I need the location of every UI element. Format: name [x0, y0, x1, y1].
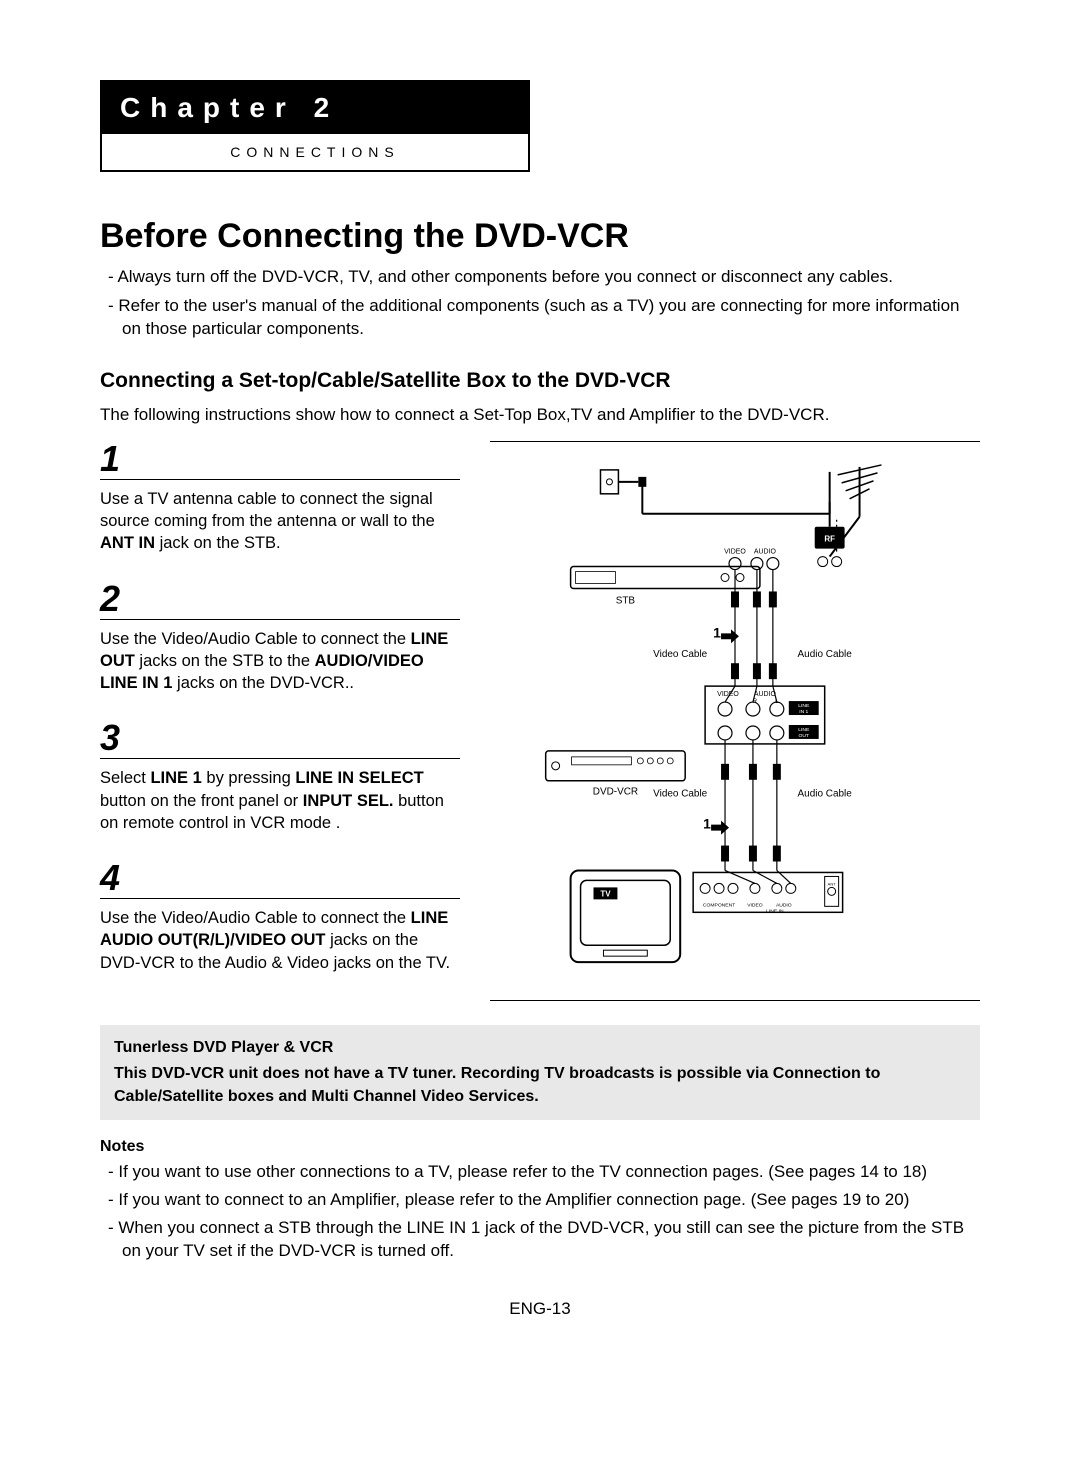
- notes-list: If you want to use other connections to …: [100, 1160, 980, 1263]
- label-dvdvcr: DVD-VCR: [593, 787, 638, 798]
- cable-group-2: [721, 740, 781, 871]
- step: 2 Use the Video/Audio Cable to connect t…: [100, 581, 460, 695]
- svg-text:1: 1: [713, 624, 721, 640]
- section-leadin: The following instructions show how to c…: [100, 405, 980, 425]
- step-text: Select LINE 1 by pressing LINE IN SELECT…: [100, 767, 460, 834]
- step-number: 2: [100, 581, 460, 617]
- cable-group-1: [731, 569, 777, 686]
- step-rule: [100, 758, 460, 759]
- svg-text:IN 1: IN 1: [799, 709, 808, 715]
- label-video: VIDEO: [724, 548, 746, 555]
- label-audio2: AUDIO: [754, 691, 777, 698]
- step-number: 3: [100, 720, 460, 756]
- step-text: Use the Video/Audio Cable to connect the…: [100, 628, 460, 695]
- label-tv: TV: [600, 889, 611, 898]
- label-stb: STB: [616, 595, 636, 606]
- step-rule: [100, 479, 460, 480]
- tuner-note-body: This DVD-VCR unit does not have a TV tun…: [114, 1063, 966, 1108]
- notes-item: If you want to connect to an Amplifier, …: [100, 1188, 980, 1212]
- label-audio-cable: Audio Cable: [798, 649, 853, 660]
- step: 1 Use a TV antenna cable to connect the …: [100, 441, 460, 555]
- label-component: COMPONENT: [703, 902, 735, 908]
- label-video-cable: Video Cable: [653, 649, 708, 660]
- chapter-subtitle: CONNECTIONS: [102, 134, 528, 170]
- step: 3 Select LINE 1 by pressing LINE IN SELE…: [100, 720, 460, 834]
- step-number: 4: [100, 860, 460, 896]
- intro-item: Refer to the user's manual of the additi…: [100, 295, 980, 341]
- chapter-title: Chapter 2: [102, 82, 528, 134]
- notes-item: When you connect a STB through the LINE …: [100, 1216, 980, 1264]
- step-rule: [100, 619, 460, 620]
- connection-diagram: RF: [490, 441, 980, 1001]
- label-line-in: LINE IN: [766, 908, 784, 914]
- notes-heading: Notes: [100, 1138, 980, 1156]
- page-title: Before Connecting the DVD-VCR: [100, 217, 980, 256]
- section-subheading: Connecting a Set-top/Cable/Satellite Box…: [100, 369, 980, 393]
- tuner-note-box: Tunerless DVD Player & VCR This DVD-VCR …: [100, 1025, 980, 1120]
- intro-item: Always turn off the DVD-VCR, TV, and oth…: [100, 266, 980, 289]
- diagram-svg: RF: [490, 442, 980, 1000]
- step-text: Use the Video/Audio Cable to connect the…: [100, 907, 460, 974]
- step-text: Use a TV antenna cable to connect the si…: [100, 488, 460, 555]
- label-video3: VIDEO: [747, 902, 763, 908]
- diagram-column: RF: [490, 441, 980, 1001]
- label-ant: ANT: [828, 881, 837, 886]
- label-rf: RF: [824, 534, 835, 543]
- step-number: 1: [100, 441, 460, 477]
- step: 4 Use the Video/Audio Cable to connect t…: [100, 860, 460, 974]
- label-audio-cable2: Audio Cable: [798, 789, 853, 800]
- intro-list: Always turn off the DVD-VCR, TV, and oth…: [100, 266, 980, 341]
- svg-text:1: 1: [703, 815, 711, 831]
- step-rule: [100, 898, 460, 899]
- svg-text:OUT: OUT: [799, 733, 809, 739]
- steps-column: 1 Use a TV antenna cable to connect the …: [100, 441, 460, 1001]
- chapter-header: Chapter 2 CONNECTIONS: [100, 80, 530, 172]
- tuner-note-title: Tunerless DVD Player & VCR: [114, 1037, 966, 1059]
- page-number: ENG-13: [100, 1299, 980, 1319]
- label-video-cable2: Video Cable: [653, 789, 708, 800]
- label-audio: AUDIO: [754, 548, 777, 555]
- notes-item: If you want to use other connections to …: [100, 1160, 980, 1184]
